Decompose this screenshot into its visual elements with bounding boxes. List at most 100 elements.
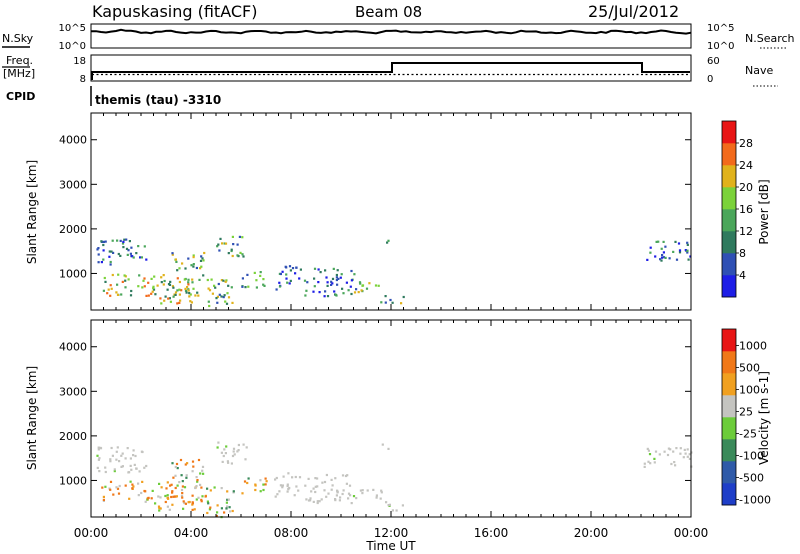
colorbar-swatch	[722, 231, 736, 254]
data-point	[141, 286, 144, 289]
data-point	[217, 441, 220, 444]
data-point	[237, 449, 240, 452]
data-point	[102, 249, 105, 252]
data-point	[199, 267, 202, 270]
data-point	[287, 472, 290, 475]
data-point	[176, 302, 179, 305]
data-point	[314, 490, 317, 494]
data-point	[104, 466, 107, 469]
data-point	[662, 256, 665, 259]
data-point	[304, 484, 307, 487]
data-point	[231, 254, 234, 258]
data-point	[202, 259, 205, 262]
power-colorbar-title: Power [dB]	[757, 179, 771, 244]
power-colorbar: 4 8 12 16 20 24 28	[721, 120, 753, 298]
data-point	[210, 278, 213, 281]
data-point	[178, 301, 181, 304]
data-point	[183, 486, 187, 489]
data-point	[320, 498, 323, 501]
data-point	[317, 281, 320, 284]
data-point	[348, 484, 352, 487]
data-point	[295, 485, 298, 488]
data-point	[160, 281, 163, 284]
data-point	[159, 297, 162, 300]
data-point	[335, 494, 338, 497]
data-point	[654, 450, 658, 453]
data-point	[259, 271, 262, 274]
data-point	[337, 277, 340, 280]
data-point	[216, 446, 219, 449]
data-point	[118, 460, 121, 463]
data-point	[144, 500, 147, 503]
data-point	[120, 454, 123, 457]
power-ylabel: Slant Range [km]	[25, 160, 39, 264]
data-point	[101, 486, 104, 489]
data-point	[225, 302, 229, 305]
data-point	[347, 497, 350, 500]
data-point	[220, 507, 223, 510]
data-point	[686, 249, 689, 252]
data-point	[171, 490, 174, 493]
data-point	[646, 447, 649, 450]
data-point	[97, 261, 100, 264]
y-tick-label: 3000	[59, 178, 87, 191]
data-point	[143, 277, 146, 280]
data-point	[677, 242, 681, 245]
noise-sky-line	[91, 28, 692, 35]
data-point	[216, 301, 219, 304]
nave-tick-top: 60	[707, 56, 720, 67]
data-point	[386, 241, 389, 244]
data-point	[391, 301, 394, 304]
data-point	[184, 287, 187, 290]
data-point	[318, 500, 321, 503]
y-tick-label: 1000	[59, 267, 87, 280]
data-point	[109, 460, 112, 463]
data-point	[109, 263, 112, 266]
freq-tick-bottom: 8	[80, 74, 86, 85]
data-point	[664, 245, 667, 248]
data-point	[380, 489, 383, 492]
data-point	[135, 467, 138, 470]
data-point	[207, 287, 210, 290]
data-point	[224, 452, 227, 455]
data-point	[197, 458, 201, 462]
data-point	[380, 491, 383, 494]
data-point	[387, 239, 390, 242]
noise-left-label: N.Sky	[2, 32, 34, 45]
data-point	[281, 484, 284, 487]
data-point	[134, 454, 137, 458]
data-point	[274, 478, 277, 481]
data-point	[657, 240, 660, 243]
data-point	[137, 285, 140, 288]
data-point	[124, 279, 127, 282]
data-point	[189, 300, 192, 303]
data-point	[653, 457, 656, 460]
data-point	[375, 494, 378, 497]
data-point	[185, 474, 188, 477]
data-point	[286, 281, 289, 284]
data-point	[156, 284, 159, 287]
data-point	[182, 507, 185, 510]
data-point	[245, 446, 248, 449]
data-point	[664, 256, 667, 259]
data-point	[100, 240, 103, 243]
data-point	[132, 256, 135, 259]
data-point	[117, 492, 121, 495]
data-point	[220, 451, 223, 454]
data-point	[176, 484, 179, 487]
data-point	[244, 286, 247, 289]
data-point	[115, 486, 118, 489]
data-point	[255, 286, 258, 289]
data-point	[323, 295, 326, 298]
data-point	[176, 289, 179, 292]
data-point	[200, 486, 203, 489]
data-point	[191, 278, 194, 281]
data-point	[169, 484, 172, 487]
data-point	[199, 259, 203, 262]
data-point	[124, 484, 127, 487]
data-point	[662, 251, 665, 254]
data-point	[196, 291, 199, 294]
data-point	[648, 453, 652, 456]
data-point	[171, 252, 174, 255]
data-point	[129, 480, 132, 483]
